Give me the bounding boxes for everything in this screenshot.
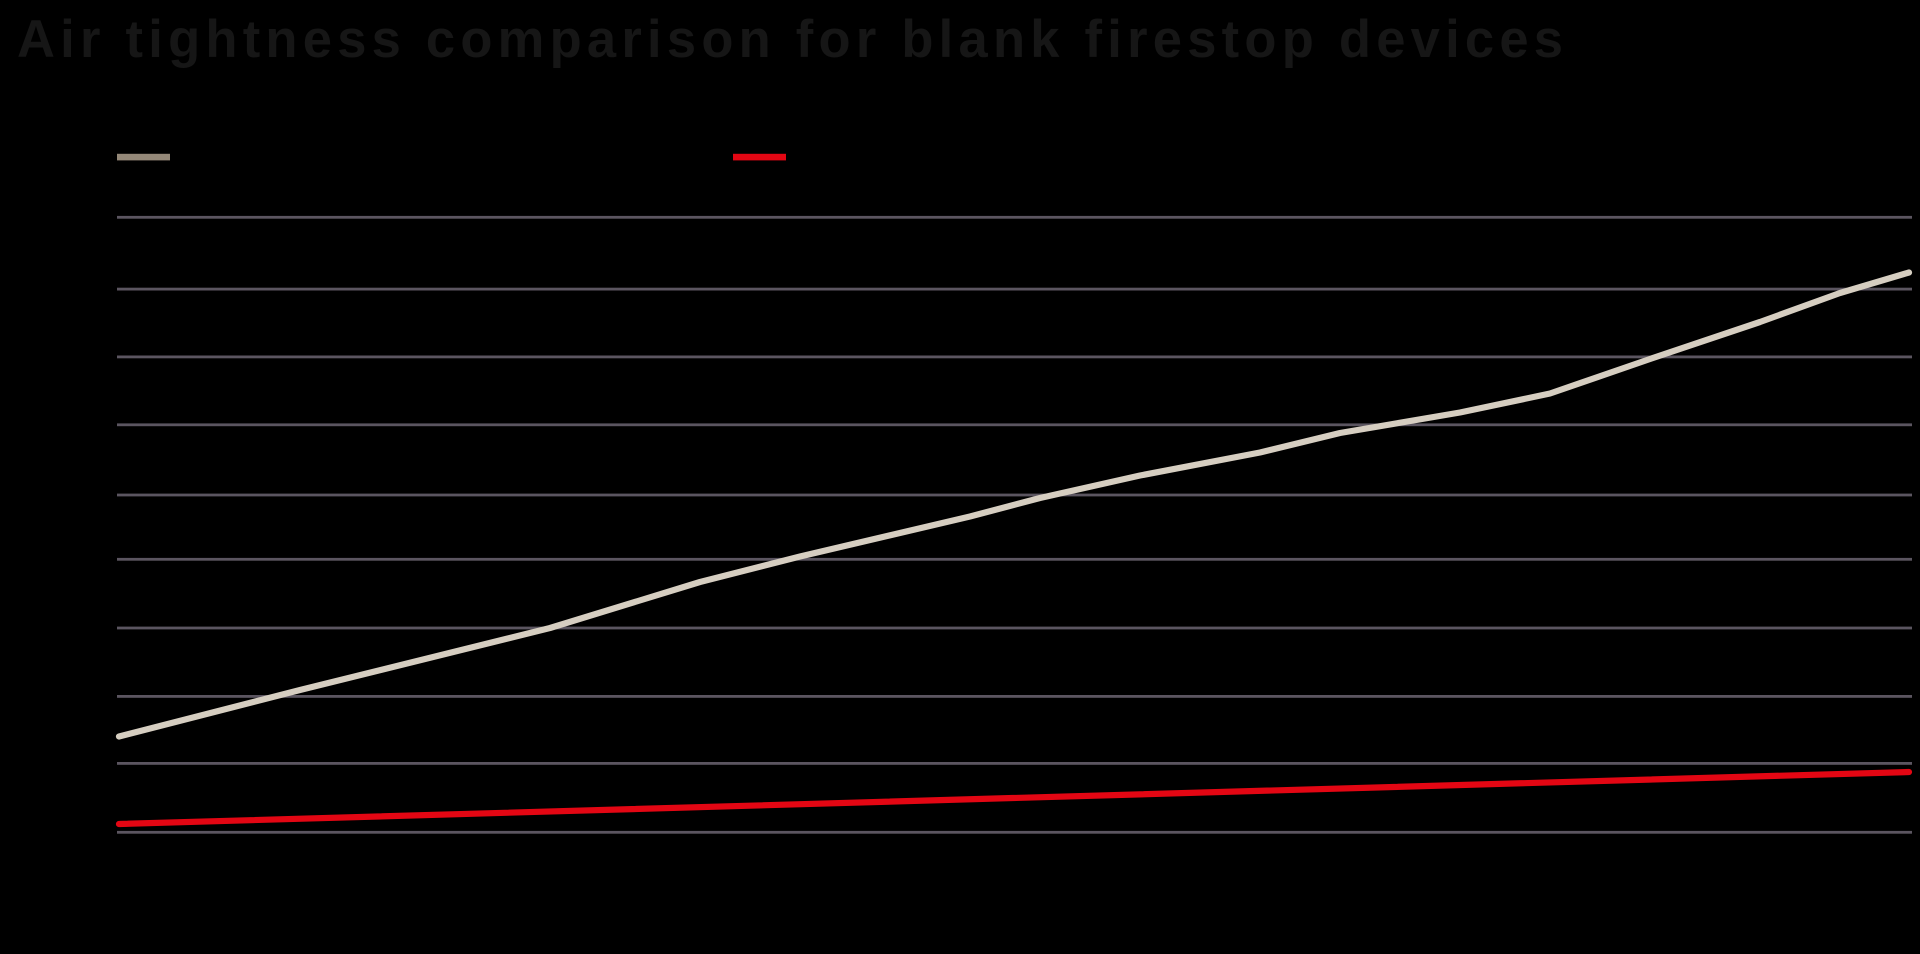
svg-text:Air tightness comparison for b: Air tightness comparison for blank fires… <box>17 10 1563 69</box>
